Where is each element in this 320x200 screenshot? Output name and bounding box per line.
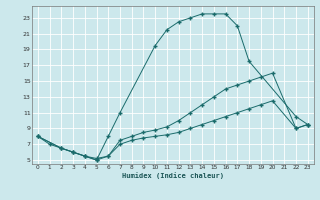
X-axis label: Humidex (Indice chaleur): Humidex (Indice chaleur) <box>122 172 224 179</box>
